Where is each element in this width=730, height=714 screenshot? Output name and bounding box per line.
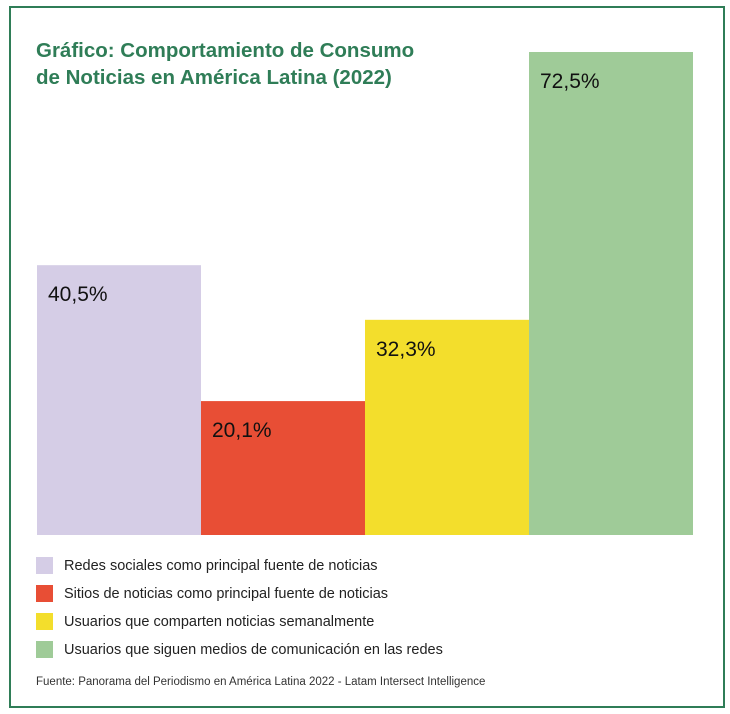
bar-value-label: 20,1%: [212, 419, 272, 442]
legend-label: Usuarios que siguen medios de comunicaci…: [64, 641, 443, 658]
legend-swatch: [36, 585, 53, 602]
source-note: Fuente: Panorama del Periodismo en Améri…: [36, 676, 486, 688]
bar: [365, 319, 529, 535]
legend-swatch: [36, 557, 53, 574]
legend-item: Usuarios que comparten noticias semanalm…: [36, 613, 443, 630]
bar-value-label: 40,5%: [48, 283, 108, 306]
bar-value-label: 32,3%: [376, 338, 436, 361]
legend-swatch: [36, 641, 53, 658]
legend-item: Sitios de noticias como principal fuente…: [36, 585, 443, 602]
chart-title-line-1: Gráfico: Comportamiento de Consumo: [36, 39, 415, 62]
legend: Redes sociales como principal fuente de …: [36, 557, 443, 669]
legend-item: Usuarios que siguen medios de comunicaci…: [36, 641, 443, 658]
legend-swatch: [36, 613, 53, 630]
chart-frame: [9, 6, 725, 708]
legend-item: Redes sociales como principal fuente de …: [36, 557, 443, 574]
chart-title: Gráfico: Comportamiento de Consumo de No…: [36, 37, 456, 91]
bar-value-label: 72,5%: [540, 70, 600, 93]
bar-chart: 40,5% 20,1% 32,3% 72,5%: [37, 52, 693, 535]
bar: [529, 52, 693, 535]
legend-label: Sitios de noticias como principal fuente…: [64, 585, 389, 602]
bar: [37, 265, 201, 535]
legend-label: Redes sociales como principal fuente de …: [64, 557, 378, 574]
legend-label: Usuarios que comparten noticias semanalm…: [64, 613, 375, 630]
bar: [201, 401, 365, 535]
chart-title-line-2: de Noticias en América Latina (2022): [36, 66, 392, 89]
